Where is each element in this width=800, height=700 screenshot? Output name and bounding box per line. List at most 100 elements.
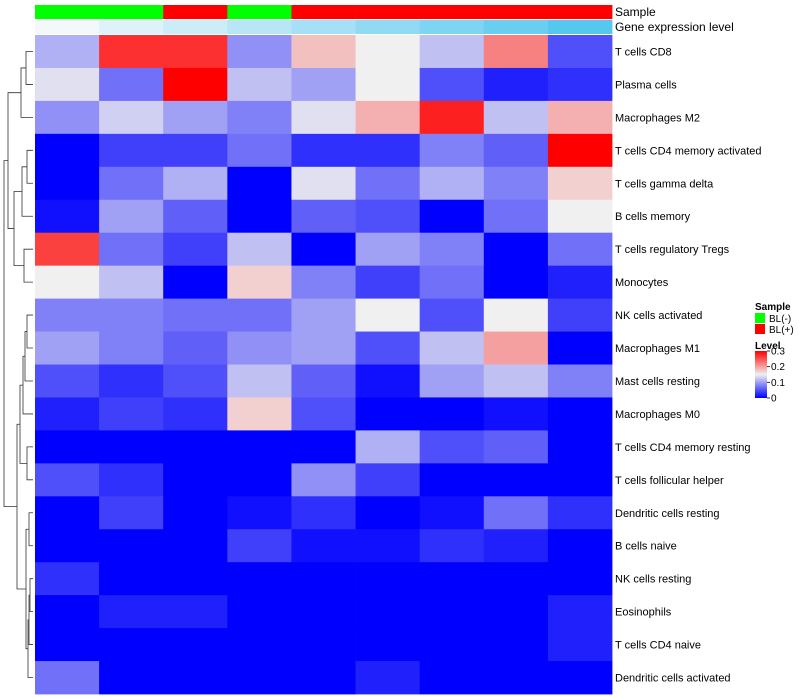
dendrogram-branch xyxy=(26,314,33,349)
heatmap-cell xyxy=(291,67,356,102)
row-label: Macrophages M0 xyxy=(615,409,700,421)
heatmap-cell xyxy=(35,463,100,497)
heatmap-cell xyxy=(547,397,613,431)
sample-track-cell xyxy=(291,5,356,19)
heatmap-cell xyxy=(419,430,485,464)
heatmap-cell xyxy=(163,562,228,596)
row-label: Macrophages M1 xyxy=(615,343,700,355)
sample-track-cell xyxy=(483,5,549,19)
heatmap-cell xyxy=(355,298,421,332)
heatmap-cell xyxy=(163,661,228,695)
heatmap-cell xyxy=(419,35,485,69)
heatmap-cell xyxy=(483,397,549,431)
heatmap-cell xyxy=(227,67,292,102)
level-tick-label: 0.3 xyxy=(771,347,785,358)
heatmap-cell xyxy=(163,595,228,629)
heatmap-cell xyxy=(163,133,228,168)
heatmap-cell xyxy=(163,67,228,102)
heatmap-cell xyxy=(483,133,549,168)
sample-track-label: Sample xyxy=(615,5,656,19)
dendrogram-branch xyxy=(24,331,33,382)
heatmap-cell xyxy=(547,595,613,629)
heatmap-cell xyxy=(291,166,356,201)
heatmap-cell xyxy=(291,232,356,267)
heatmap-cell xyxy=(99,265,164,299)
sample-track-cell xyxy=(355,5,421,19)
heatmap-cells xyxy=(35,35,613,695)
heatmap-cell xyxy=(35,100,100,135)
expression-track-cell xyxy=(291,20,356,34)
heatmap-cell xyxy=(35,430,100,464)
row-label: Monocytes xyxy=(615,277,669,289)
heatmap-cell xyxy=(355,232,421,267)
heatmap-cell xyxy=(227,628,292,662)
level-tick-label: 0 xyxy=(771,394,777,405)
heatmap-cell xyxy=(419,100,485,135)
heatmap-cell xyxy=(35,331,100,365)
heatmap-cell xyxy=(355,463,421,497)
heatmap-cell xyxy=(547,331,613,365)
sample-legend-label: BL(-) xyxy=(769,314,791,325)
heatmap-cell xyxy=(35,364,100,398)
heatmap-cell xyxy=(355,628,421,662)
expression-track-cell xyxy=(99,20,164,34)
heatmap-cell xyxy=(547,298,613,332)
heatmap-cell xyxy=(355,265,421,299)
heatmap-cell xyxy=(483,628,549,662)
sample-legend: Sample BL(-)BL(+) xyxy=(755,302,794,336)
row-labels: T cells CD8 Plasma cells Macrophages M2 T c… xyxy=(615,46,762,684)
heatmap-cell xyxy=(227,595,292,629)
dendrogram-branch xyxy=(7,92,21,229)
row-label: T cells follicular helper xyxy=(615,475,724,487)
dendrogram-branch xyxy=(25,528,29,650)
row-label: Eosinophils xyxy=(615,607,672,619)
heatmap-cell xyxy=(547,232,613,267)
heatmap-cell xyxy=(355,496,421,530)
heatmap-cell xyxy=(163,265,228,299)
heatmap-cell xyxy=(547,529,613,563)
sample-track-cell xyxy=(227,5,292,19)
dendrogram-branch xyxy=(13,191,24,267)
heatmap-cell xyxy=(419,67,485,102)
heatmap-cell xyxy=(355,100,421,135)
heatmap-cell xyxy=(355,661,421,695)
heatmap-cell xyxy=(547,100,613,135)
heatmap-cell xyxy=(163,298,228,332)
heatmap-cell xyxy=(99,100,164,135)
heatmap-cell xyxy=(291,265,356,299)
heatmap-cell xyxy=(291,529,356,563)
heatmap-cell xyxy=(35,199,100,234)
heatmap-cell xyxy=(419,199,485,234)
heatmap-cell xyxy=(227,298,292,332)
annotation-tracks xyxy=(35,5,613,34)
heatmap-cell xyxy=(355,595,421,629)
heatmap-cell xyxy=(99,199,164,234)
heatmap-cell xyxy=(291,298,356,332)
heatmap-cell xyxy=(291,496,356,530)
row-dendrogram xyxy=(3,51,33,678)
heatmap-cell xyxy=(419,529,485,563)
heatmap-cell xyxy=(291,661,356,695)
expression-track-cell xyxy=(163,20,228,34)
dendrogram-branch xyxy=(29,578,33,613)
heatmap-cell xyxy=(547,133,613,168)
heatmap-cell xyxy=(35,265,100,299)
heatmap-cell xyxy=(483,595,549,629)
heatmap-cell xyxy=(355,529,421,563)
heatmap-cell xyxy=(227,562,292,596)
row-label: B cells memory xyxy=(615,211,691,223)
heatmap-cell xyxy=(547,364,613,398)
heatmap-cell xyxy=(547,430,613,464)
row-label: Dendritic cells resting xyxy=(615,508,720,520)
heatmap-cell xyxy=(419,628,485,662)
heatmap-cell xyxy=(35,595,100,629)
heatmap-cell xyxy=(163,430,228,464)
heatmap-cell xyxy=(355,199,421,234)
heatmap-cell xyxy=(419,298,485,332)
heatmap-cell xyxy=(291,100,356,135)
level-tick-label: 0.2 xyxy=(771,362,785,373)
heatmap-cell xyxy=(291,562,356,596)
heatmap-cell xyxy=(483,562,549,596)
heatmap-cell xyxy=(419,397,485,431)
